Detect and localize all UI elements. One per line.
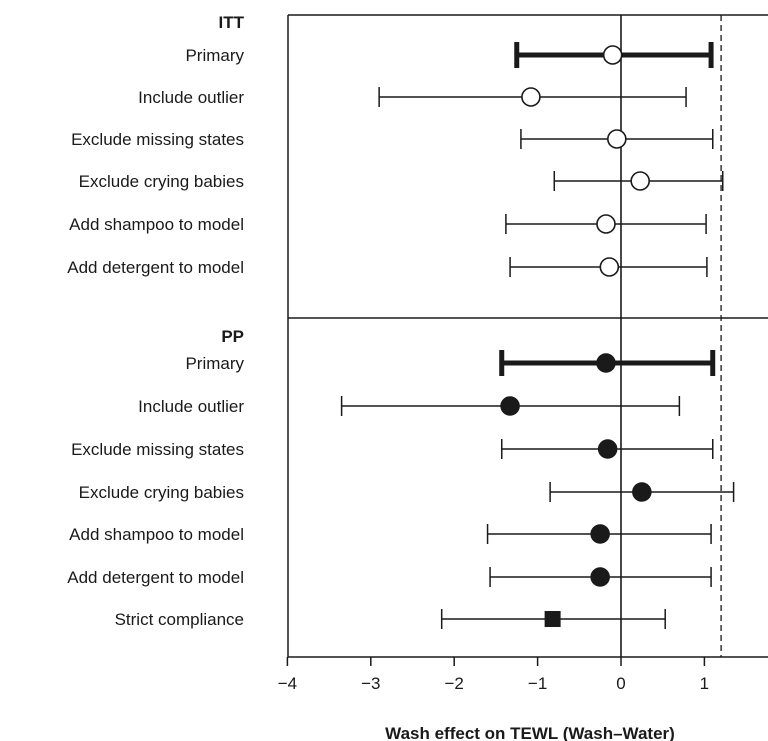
estimate-marker-pp-strict-compliance bbox=[544, 611, 561, 627]
x-tick-label-0: 0 bbox=[616, 674, 625, 693]
x-axis: −4 −3 −2 −1 0 1 bbox=[278, 657, 709, 693]
estimate-rows bbox=[340, 42, 735, 629]
x-tick-label-1: 1 bbox=[700, 674, 709, 693]
x-axis-title: Wash effect on TEWL (Wash–Water) bbox=[385, 724, 675, 741]
row-label-pp-primary: Primary bbox=[185, 354, 244, 373]
row-label-itt-primary: Primary bbox=[185, 46, 244, 65]
estimate-marker-itt-add-shampoo-to-model bbox=[596, 214, 616, 234]
row-label-pp-include-outlier: Include outlier bbox=[138, 397, 244, 416]
estimate-marker-pp-exclude-missing-states bbox=[597, 439, 618, 459]
row-label-itt-add-shampoo-to-model: Add shampoo to model bbox=[69, 215, 244, 234]
x-tick-label--1: −1 bbox=[528, 674, 547, 693]
plot-panels bbox=[287, 14, 768, 658]
row-label-itt-exclude-missing-states: Exclude missing states bbox=[71, 130, 244, 149]
row-label-pp-exclude-missing-states: Exclude missing states bbox=[71, 440, 244, 459]
estimate-marker-itt-add-detergent-to-model bbox=[599, 257, 620, 277]
estimate-marker-pp-include-outlier bbox=[500, 396, 520, 416]
reference-lines bbox=[620, 15, 722, 657]
estimate-marker-pp-primary bbox=[596, 353, 616, 373]
row-label-pp-add-detergent-to-model: Add detergent to model bbox=[67, 568, 244, 587]
row-label-pp-exclude-crying-babies: Exclude crying babies bbox=[79, 483, 244, 502]
estimate-marker-pp-exclude-crying-babies bbox=[632, 482, 652, 502]
row-label-pp-strict-compliance: Strict compliance bbox=[115, 610, 244, 629]
estimate-marker-itt-include-outlier bbox=[521, 87, 541, 107]
x-tick-label--3: −3 bbox=[361, 674, 380, 693]
row-label-itt-exclude-crying-babies: Exclude crying babies bbox=[79, 172, 244, 191]
row-label-itt-add-detergent-to-model: Add detergent to model bbox=[67, 258, 244, 277]
row-label-pp-add-shampoo-to-model: Add shampoo to model bbox=[69, 525, 244, 544]
row-labels: ITT Primary Include outlier Exclude missing… bbox=[67, 13, 244, 629]
x-tick-label--4: −4 bbox=[278, 674, 297, 693]
estimate-marker-itt-exclude-missing-states bbox=[607, 129, 627, 149]
estimate-marker-pp-add-shampoo-to-model bbox=[590, 524, 610, 544]
row-label-itt-include-outlier: Include outlier bbox=[138, 88, 244, 107]
estimate-marker-pp-add-detergent-to-model bbox=[590, 567, 610, 587]
estimate-marker-itt-exclude-crying-babies bbox=[630, 171, 650, 191]
group-label-itt: ITT bbox=[219, 13, 245, 32]
x-tick-label--2: −2 bbox=[445, 674, 464, 693]
group-label-pp: PP bbox=[221, 327, 244, 346]
estimate-marker-itt-primary bbox=[602, 45, 623, 65]
